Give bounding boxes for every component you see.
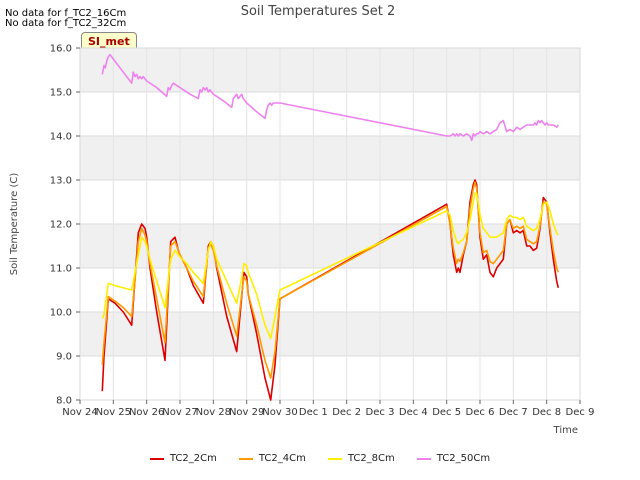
legend-swatch (416, 457, 431, 460)
y-tick-label: 16.0 (50, 44, 72, 55)
series-line-tc2-4cm (101, 181, 560, 379)
x-tick-label: Nov 24 (62, 407, 97, 418)
plot-band (80, 92, 580, 136)
y-axis-label: Soil Temperature (C) (9, 173, 20, 276)
x-axis-label: Time (553, 425, 578, 436)
y-tick-label: 10.0 (50, 308, 72, 319)
y-tick-label: 8.0 (56, 396, 72, 407)
no-data-note-16cm: No data for f_TC2_16Cm (5, 8, 127, 19)
plot-band (80, 180, 580, 224)
series-line-tc2-50cm (101, 53, 559, 142)
x-tick-label: Nov 25 (96, 407, 131, 418)
y-tick-label: 13.0 (50, 176, 72, 187)
x-tick-label: Nov 27 (162, 407, 197, 418)
x-tick-label: Dec 6 (466, 407, 495, 418)
y-tick-label: 15.0 (50, 88, 72, 99)
x-tick-label: Dec 3 (366, 407, 395, 418)
x-tick-label: Nov 29 (229, 407, 264, 418)
legend-item-tc2-2cm: TC2_2Cm (149, 453, 217, 464)
y-tick-label: 11.0 (50, 264, 72, 275)
legend-swatch (238, 457, 253, 460)
legend-item-tc2-8cm: TC2_8Cm (327, 453, 395, 464)
y-tick-label: 9.0 (56, 352, 72, 363)
x-tick-label: Dec 1 (299, 407, 328, 418)
legend-swatch (327, 457, 342, 460)
plot-band (80, 136, 580, 180)
legend-label: TC2_50Cm (436, 453, 491, 464)
chart-legend: TC2_2Cm TC2_4Cm TC2_8Cm TC2_50Cm (0, 453, 640, 464)
x-tick-label: Dec 9 (566, 407, 595, 418)
no-data-note-32cm: No data for f_TC2_32Cm (5, 18, 127, 29)
chart-title: Soil Temperatures Set 2 (241, 4, 396, 19)
y-tick-label: 14.0 (50, 132, 72, 143)
legend-item-tc2-4cm: TC2_4Cm (238, 453, 306, 464)
series-line-tc2-8cm (101, 192, 559, 340)
x-tick-label: Nov 30 (262, 407, 297, 418)
legend-label: TC2_4Cm (258, 453, 306, 464)
legend-label: TC2_2Cm (169, 453, 217, 464)
x-tick-label: Dec 5 (432, 407, 461, 418)
plot-band (80, 224, 580, 268)
plot-band (80, 356, 580, 400)
x-tick-label: Nov 28 (196, 407, 231, 418)
x-tick-label: Dec 4 (399, 407, 428, 418)
plot-band (80, 312, 580, 356)
legend-item-tc2-50cm: TC2_50Cm (416, 453, 491, 464)
legend-swatch (149, 457, 164, 460)
x-tick-label: Nov 26 (129, 407, 164, 418)
x-tick-label: Dec 7 (499, 407, 528, 418)
series-line-tc2-2cm (101, 179, 560, 401)
legend-label: TC2_8Cm (347, 453, 395, 464)
y-tick-label: 12.0 (50, 220, 72, 231)
x-tick-label: Dec 2 (332, 407, 361, 418)
x-tick-label: Dec 8 (532, 407, 561, 418)
plot-band (80, 48, 580, 92)
